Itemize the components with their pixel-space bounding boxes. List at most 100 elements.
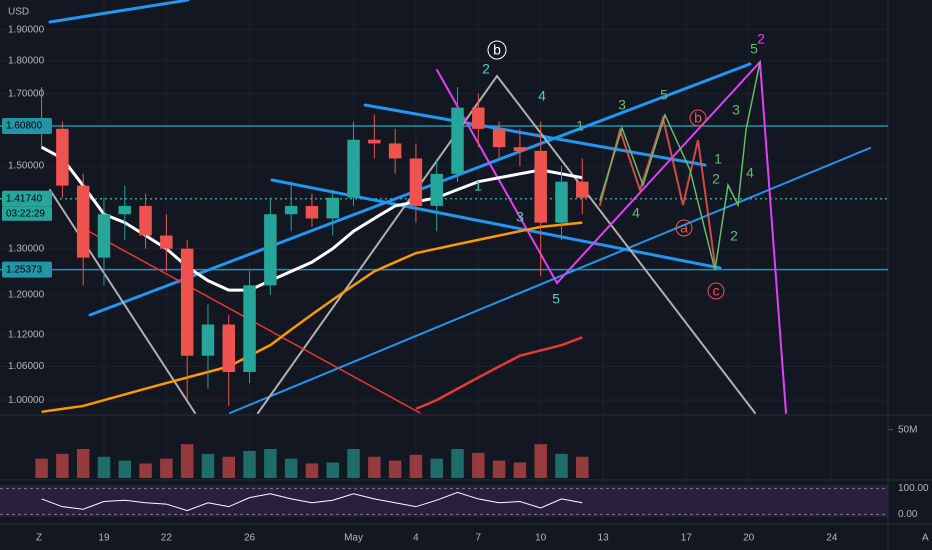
volume-bar (180, 444, 194, 478)
price-tag (2, 261, 52, 278)
candle-body (451, 107, 464, 174)
candle-body (388, 143, 402, 159)
wave-circle (487, 40, 507, 60)
y-tick-label: 1.20000 (8, 290, 45, 301)
drawings (48, 0, 871, 414)
x-tick-label: 24 (826, 533, 838, 544)
x-tick-label: 10 (535, 533, 547, 544)
candle-body (180, 248, 194, 356)
candle-body (430, 173, 443, 206)
candle-body (409, 158, 423, 206)
x-tick-label: 20 (743, 533, 755, 544)
volume-bar (576, 456, 589, 478)
price-tag-label: 1.60800 (6, 121, 43, 132)
candle-body (534, 150, 547, 223)
wave-label: 4 (746, 165, 754, 181)
volume-bar (492, 460, 506, 478)
x-tick-label: May (344, 533, 363, 544)
volume-bar (35, 458, 48, 478)
candle-body (56, 128, 69, 186)
x-tick-label: 7 (476, 533, 482, 544)
wave-label: 3 (618, 97, 626, 113)
candle-body (347, 139, 360, 198)
y-tick-label: 1.50000 (8, 161, 45, 172)
oscillator-line (41, 491, 583, 512)
x-tick-label: 13 (598, 533, 610, 544)
wave-label: 2 (482, 61, 490, 77)
y-tick-label: 1.12000 (8, 329, 45, 340)
wave-label: 4 (632, 205, 640, 221)
candle-body (264, 214, 277, 286)
wave-label: 2 (757, 31, 765, 47)
volume-bar (139, 463, 152, 478)
wave-label: 1 (474, 178, 482, 194)
candle-body (492, 128, 506, 148)
volume-bar (160, 458, 173, 478)
wave-label: 2 (730, 228, 738, 244)
wave-label: 5 (660, 87, 668, 103)
volume-bar (409, 454, 423, 478)
candle-body (160, 235, 173, 249)
candle-body (513, 147, 527, 151)
oscillator-tick-label: 100.00 (898, 483, 929, 494)
candle-body (76, 185, 90, 258)
countdown-tag (2, 206, 52, 221)
wave-label: 1 (714, 151, 722, 167)
x-tick-label: 17 (681, 533, 693, 544)
candle-body (576, 181, 589, 198)
candle-body (97, 214, 111, 258)
volume-bar (368, 456, 381, 478)
y-tick-label: 1.30000 (8, 243, 45, 254)
moving-average (415, 336, 583, 411)
moving-average (40, 145, 583, 292)
wave-label: b (493, 42, 501, 58)
oscillator-tick-label: 0.00 (898, 509, 918, 520)
x-tick-label: 4 (413, 533, 419, 544)
volume-bar (388, 460, 402, 478)
wave-circle (707, 282, 725, 300)
countdown-label: 03:22:29 (6, 208, 45, 219)
wave-circle (689, 109, 707, 127)
candle-body (305, 205, 319, 219)
wave-label: 1 (576, 118, 584, 134)
wave-line (257, 74, 756, 414)
wave-label: 5 (750, 41, 758, 57)
volume-bar (243, 450, 256, 478)
price-tag (2, 117, 52, 134)
volume-bar (118, 460, 132, 478)
forecast-line (599, 61, 761, 271)
volume-bar (284, 458, 298, 478)
trend-line (48, 0, 190, 24)
volume-bar (513, 462, 527, 478)
corner-button[interactable]: Z (36, 533, 42, 544)
wave-line (436, 59, 787, 414)
trend-line (363, 103, 707, 167)
wave-label: c (713, 283, 720, 299)
y-tick-label: 1.80000 (8, 55, 45, 66)
candle-body (243, 285, 256, 372)
currency-label: USD (8, 7, 29, 18)
volume-bar (326, 462, 339, 478)
y-tick-label: 1.70000 (8, 88, 45, 99)
wave-line (49, 189, 196, 414)
moving-average (41, 221, 583, 414)
wave-label: 3 (516, 209, 524, 225)
x-tick-label: 26 (244, 533, 256, 544)
candle-body (472, 107, 485, 129)
wave-circle (675, 219, 693, 237)
volume-bar (555, 453, 568, 478)
wave-label: a (680, 220, 688, 236)
x-tick-label: 22 (161, 533, 173, 544)
wave-label: 3 (732, 102, 740, 118)
candle-body (201, 324, 215, 356)
x-tick-label: 19 (98, 533, 110, 544)
y-tick-label: 1.90000 (8, 24, 45, 35)
volume-bar (305, 463, 319, 478)
candle-body (555, 181, 568, 223)
oscillator-band (0, 485, 888, 517)
corner-button[interactable]: A (922, 533, 929, 544)
trend-line (270, 178, 722, 270)
wave-label: b (694, 110, 702, 126)
